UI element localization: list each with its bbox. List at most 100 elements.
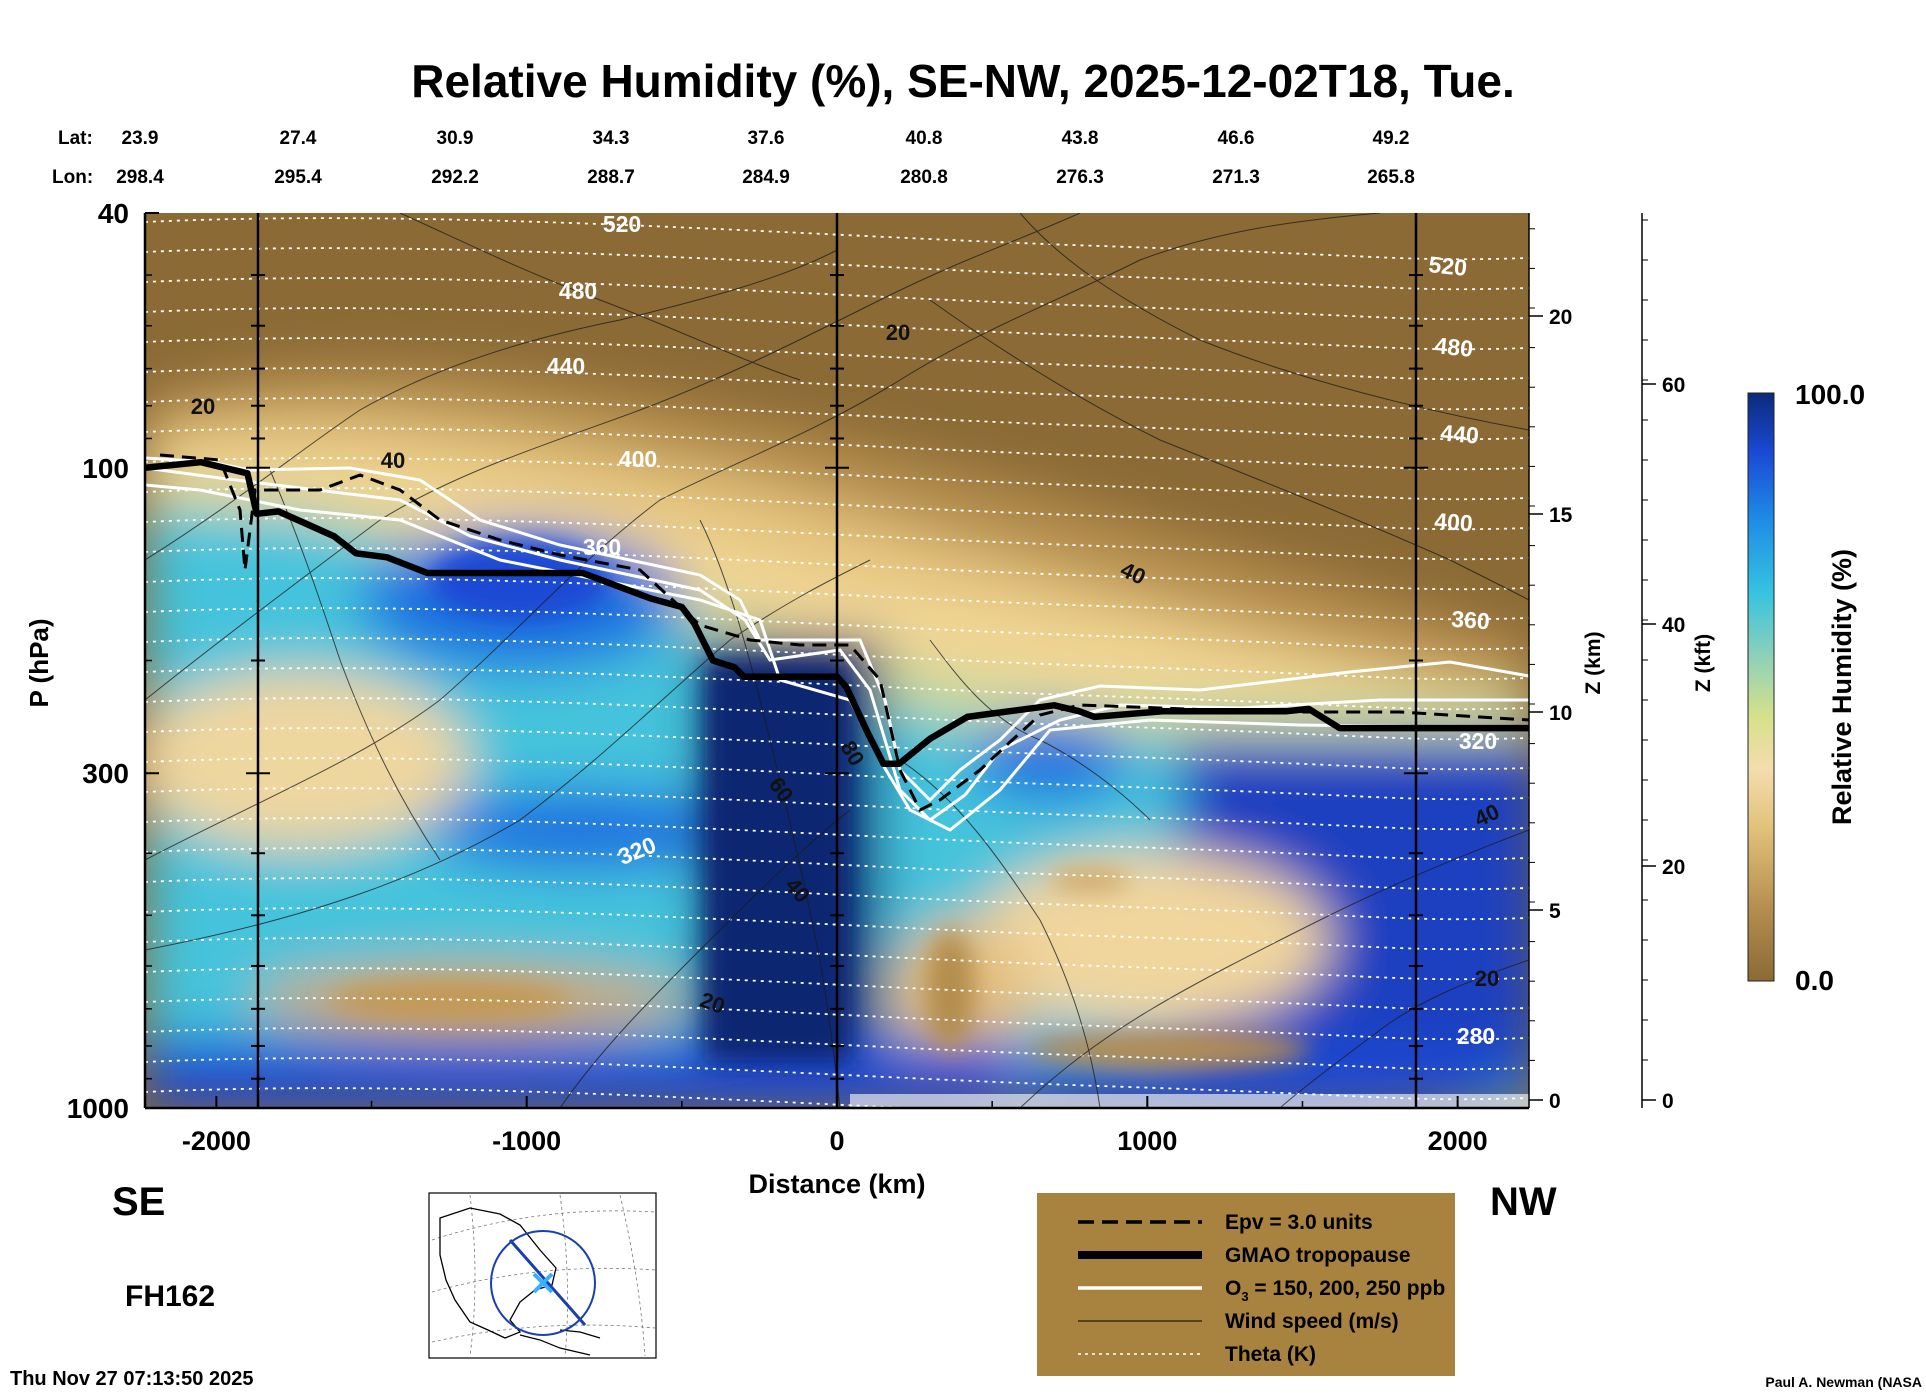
legend-label-wind: Wind speed (m/s) xyxy=(1225,1310,1399,1333)
wind-speed-contours xyxy=(145,213,1529,1108)
theta-contour xyxy=(145,307,1529,351)
plot-area: 520480440400360320520480440400360320280 … xyxy=(145,211,1529,1108)
theta-contour xyxy=(145,337,1529,381)
author-credit: Paul A. Newman (NASA xyxy=(1765,1374,1922,1390)
x-tick-label: 1000 xyxy=(1117,1126,1177,1156)
legend-label-theta: Theta (K) xyxy=(1225,1343,1316,1366)
theta-contour xyxy=(145,727,1529,771)
theta-label: 440 xyxy=(547,353,585,379)
theta-label: 400 xyxy=(1434,508,1474,537)
y-tick-label: 1000 xyxy=(67,1093,129,1124)
coastline xyxy=(439,1207,557,1339)
lon-value: 276.3 xyxy=(1056,167,1104,188)
lon-value: 265.8 xyxy=(1367,167,1415,188)
lon-value: 288.7 xyxy=(587,167,635,188)
lat-value: 37.6 xyxy=(748,128,785,149)
wind-contour xyxy=(145,213,1081,701)
wind-contour xyxy=(145,213,1381,861)
theta-contour xyxy=(145,667,1529,711)
theta-contour xyxy=(145,1057,1529,1101)
z-km-tick-label: 10 xyxy=(1549,702,1572,725)
z-km-tick-label: 5 xyxy=(1549,900,1561,923)
y-ticks: 40 100 300 1000 xyxy=(67,198,159,1124)
z-km-tick-label: 15 xyxy=(1549,504,1573,527)
theta-contour xyxy=(145,697,1529,741)
z-kft-axis: 60 40 20 0 xyxy=(1642,219,1685,1113)
theta-contour xyxy=(145,787,1529,831)
x-ticks: -2000 -1000 0 1000 2000 xyxy=(182,1096,1488,1156)
z-kft-label: Z (kft) xyxy=(1692,634,1715,692)
lat-value: 34.3 xyxy=(593,128,630,149)
guide-ticks xyxy=(246,274,1428,1080)
inset-map xyxy=(428,1192,657,1359)
y-axis-label: P (hPa) xyxy=(24,618,54,707)
theta-label: 480 xyxy=(1433,332,1474,362)
forecast-hour: FH162 xyxy=(125,1280,215,1313)
theta-label: 360 xyxy=(583,534,621,560)
wind-label: 20 xyxy=(886,320,910,345)
theta-label: 520 xyxy=(1427,251,1468,281)
theta-contour xyxy=(145,217,1529,261)
lat-value: 40.8 xyxy=(906,128,943,149)
colorbar-max: 100.0 xyxy=(1795,379,1865,410)
z-kft-tick-label: 40 xyxy=(1662,614,1685,637)
lat-value: 46.6 xyxy=(1218,128,1255,149)
nw-label: NW xyxy=(1490,1180,1557,1224)
z-km-label: Z (km) xyxy=(1582,632,1605,695)
lon-value: 284.9 xyxy=(742,167,790,188)
theta-label: 360 xyxy=(1451,606,1491,635)
wind-contour xyxy=(1279,959,1529,1108)
theta-contour xyxy=(145,1027,1529,1071)
theta-contour xyxy=(145,247,1529,291)
theta-label: 480 xyxy=(559,278,597,304)
theta-label: 400 xyxy=(619,446,657,472)
center-marker xyxy=(532,1272,554,1294)
theta-contour xyxy=(145,457,1529,501)
lat-value: 23.9 xyxy=(122,128,159,149)
section-line xyxy=(508,1239,587,1326)
wind-contour xyxy=(145,559,871,951)
theta-contour xyxy=(145,817,1529,861)
x-tick-label: -2000 xyxy=(182,1126,251,1156)
lon-label: Lon: xyxy=(52,167,93,188)
lat-value: 30.9 xyxy=(437,128,474,149)
lat-value: 43.8 xyxy=(1062,128,1099,149)
wind-label: 40 xyxy=(381,448,405,473)
epv-contour xyxy=(159,453,1529,813)
theta-contour xyxy=(145,367,1529,411)
theta-contour xyxy=(145,997,1529,1041)
lon-value: 271.3 xyxy=(1212,167,1260,188)
colorbar-min: 0.0 xyxy=(1795,965,1834,996)
lat-value: 27.4 xyxy=(280,128,317,149)
x-axis-label: Distance (km) xyxy=(748,1169,925,1199)
theta-contour xyxy=(145,487,1529,531)
z-kft-tick-label: 60 xyxy=(1662,374,1685,397)
wind-contour xyxy=(269,469,441,861)
lat-lon-rows: 23.9 27.4 30.9 34.3 37.6 40.8 43.8 46.6 49.2 298.… xyxy=(116,128,1415,188)
z-km-tick-label: 0 xyxy=(1549,1090,1561,1113)
se-label: SE xyxy=(112,1180,165,1224)
theta-label: 320 xyxy=(1459,728,1497,754)
generation-timestamp: Thu Nov 27 07:13:50 2025 xyxy=(10,1368,254,1390)
x-tick-label: 0 xyxy=(829,1126,844,1156)
theta-contour xyxy=(145,757,1529,801)
chart-title: Relative Humidity (%), SE-NW, 2025-12-02… xyxy=(411,55,1514,107)
lon-value: 292.2 xyxy=(431,167,479,188)
wind-contour xyxy=(145,249,838,561)
theta-contour xyxy=(145,517,1529,561)
wind-contour xyxy=(1019,213,1529,431)
theta-contour xyxy=(145,937,1529,981)
lon-value: 295.4 xyxy=(274,167,322,188)
surface-mask xyxy=(850,1094,1529,1108)
theta-label: 280 xyxy=(1457,1023,1495,1049)
y-tick-label: 40 xyxy=(98,198,129,229)
wind-label: 20 xyxy=(1475,966,1499,991)
wind-contour xyxy=(559,809,851,1108)
legend-label-tropopause: GMAO tropopause xyxy=(1225,1244,1411,1267)
colorbar xyxy=(1747,392,1775,982)
legend: Epv = 3.0 units GMAO tropopause O3 = 150… xyxy=(1037,1193,1455,1376)
theta-label: 520 xyxy=(603,211,641,237)
lon-value: 280.8 xyxy=(900,167,948,188)
